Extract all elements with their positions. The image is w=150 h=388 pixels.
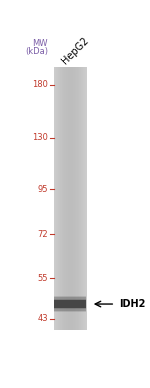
Text: MW: MW [32, 39, 48, 48]
Text: 55: 55 [37, 274, 48, 283]
Text: (kDa): (kDa) [25, 47, 48, 55]
Bar [54, 296, 86, 312]
Text: IDH2: IDH2 [119, 299, 145, 309]
Text: 130: 130 [32, 133, 48, 142]
Text: 95: 95 [37, 185, 48, 194]
Text: HepG2: HepG2 [60, 35, 90, 66]
Bar [54, 299, 86, 309]
Text: 43: 43 [37, 314, 48, 323]
Text: 180: 180 [32, 80, 48, 89]
Bar [54, 300, 86, 308]
Text: 72: 72 [37, 230, 48, 239]
Bar [54, 298, 86, 311]
